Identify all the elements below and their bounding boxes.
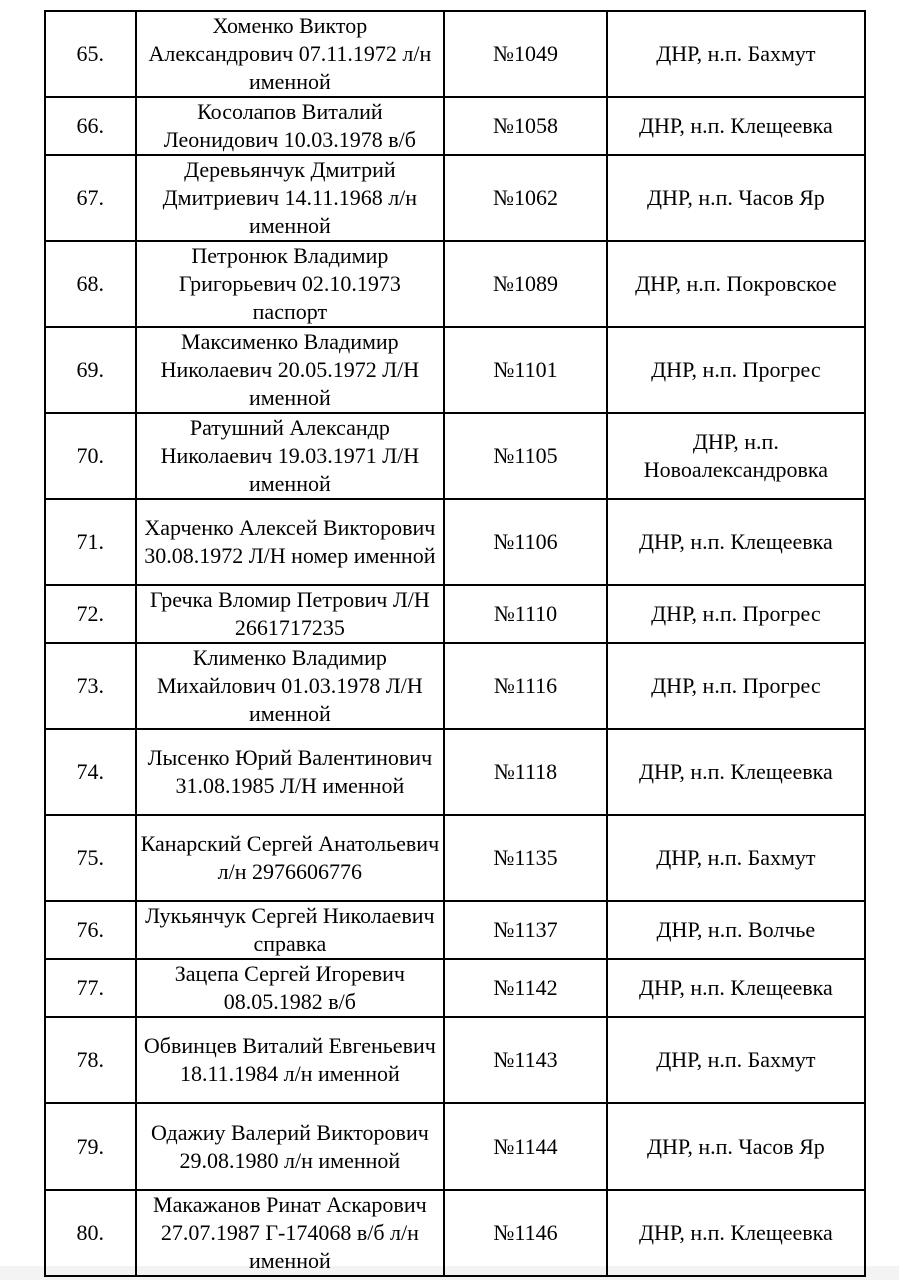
person-details: Максименко Владимир Николаевич 20.05.197… xyxy=(134,326,446,414)
row-number: 74. xyxy=(44,728,137,816)
table-row: 71. Харченко Алексей Викторович 30.08.197… xyxy=(44,498,867,586)
record-number: №1101 xyxy=(443,326,608,414)
table-row: 65. Хоменко Виктор Александрович 07.11.19… xyxy=(44,10,867,98)
table-row: 68. Петронюк Владимир Григорьевич 02.10.1… xyxy=(44,240,867,328)
person-details: Харченко Алексей Викторович 30.08.1972 Л… xyxy=(134,498,446,586)
row-number: 66. xyxy=(44,96,137,156)
row-number: 75. xyxy=(44,814,137,902)
person-details: Лысенко Юрий Валентинович 31.08.1985 Л/Н… xyxy=(134,728,446,816)
table-row: 69. Максименко Владимир Николаевич 20.05.… xyxy=(44,326,867,414)
record-number: №1110 xyxy=(443,584,608,644)
location: ДНР, н.п. Клещеевка xyxy=(605,498,867,586)
location: ДНР, н.п. Прогрес xyxy=(605,642,867,730)
location: ДНР, н.п. Клещеевка xyxy=(605,1189,867,1277)
person-details: Клименко Владимир Михайлович 01.03.1978 … xyxy=(134,642,446,730)
record-number: №1062 xyxy=(443,154,608,242)
location: ДНР, н.п. Часов Яр xyxy=(605,154,867,242)
table-row: 76. Лукьянчук Сергей Николаевич справка №1… xyxy=(44,900,867,960)
row-number: 70. xyxy=(44,412,137,500)
location: ДНР, н.п. Клещеевка xyxy=(605,728,867,816)
record-number: №1137 xyxy=(443,900,608,960)
table-row: 80. Макажанов Ринат Аскарович 27.07.1987 … xyxy=(44,1189,867,1277)
record-number: №1089 xyxy=(443,240,608,328)
person-details: Деревьянчук Дмитрий Дмитриевич 14.11.196… xyxy=(134,154,446,242)
table-row: 66. Косолапов Виталий Леонидович 10.03.19… xyxy=(44,96,867,156)
record-number: №1058 xyxy=(443,96,608,156)
person-details: Зацепа Сергей Игоревич 08.05.1982 в/б xyxy=(134,958,446,1018)
row-number: 78. xyxy=(44,1016,137,1104)
record-number: №1143 xyxy=(443,1016,608,1104)
table-row: 74. Лысенко Юрий Валентинович 31.08.1985 … xyxy=(44,728,867,816)
row-number: 71. xyxy=(44,498,137,586)
persons-table: 65. Хоменко Виктор Александрович 07.11.19… xyxy=(44,10,867,1277)
location: ДНР, н.п. Новоалександровка xyxy=(605,412,867,500)
table-row: 67. Деревьянчук Дмитрий Дмитриевич 14.11.… xyxy=(44,154,867,242)
person-details: Ратушний Александр Николаевич 19.03.1971… xyxy=(134,412,446,500)
record-number: №1142 xyxy=(443,958,608,1018)
table-row: 72. Гречка Вломир Петрович Л/Н 2661717235… xyxy=(44,584,867,644)
table-row: 78. Обвинцев Виталий Евгеньевич 18.11.198… xyxy=(44,1016,867,1104)
table-row: 73. Клименко Владимир Михайлович 01.03.19… xyxy=(44,642,867,730)
record-number: №1135 xyxy=(443,814,608,902)
location: ДНР, н.п. Часов Яр xyxy=(605,1102,867,1191)
row-number: 76. xyxy=(44,900,137,960)
record-number: №1105 xyxy=(443,412,608,500)
record-number: №1144 xyxy=(443,1102,608,1191)
record-number: №1118 xyxy=(443,728,608,816)
location: ДНР, н.п. Бахмут xyxy=(605,1016,867,1104)
row-number: 80. xyxy=(44,1189,137,1277)
row-number: 65. xyxy=(44,10,137,98)
person-details: Хоменко Виктор Александрович 07.11.1972 … xyxy=(134,10,446,98)
row-number: 79. xyxy=(44,1102,137,1191)
person-details: Обвинцев Виталий Евгеньевич 18.11.1984 л… xyxy=(134,1016,446,1104)
row-number: 73. xyxy=(44,642,137,730)
location: ДНР, н.п. Бахмут xyxy=(605,814,867,902)
row-number: 67. xyxy=(44,154,137,242)
location: ДНР, н.п. Клещеевка xyxy=(605,958,867,1018)
record-number: №1146 xyxy=(443,1189,608,1277)
table-row: 77. Зацепа Сергей Игоревич 08.05.1982 в/б… xyxy=(44,958,867,1018)
record-number: №1116 xyxy=(443,642,608,730)
table-row: 79. Одажиу Валерий Викторович 29.08.1980 … xyxy=(44,1102,867,1191)
row-number: 68. xyxy=(44,240,137,328)
person-details: Макажанов Ринат Аскарович 27.07.1987 Г-1… xyxy=(134,1189,446,1277)
person-details: Петронюк Владимир Григорьевич 02.10.1973… xyxy=(134,240,446,328)
location: ДНР, н.п. Покровское xyxy=(605,240,867,328)
row-number: 77. xyxy=(44,958,137,1018)
location: ДНР, н.п. Волчье xyxy=(605,900,867,960)
person-details: Канарский Сергей Анатольевич л/н 2976606… xyxy=(134,814,446,902)
row-number: 72. xyxy=(44,584,137,644)
row-number: 69. xyxy=(44,326,137,414)
person-details: Одажиу Валерий Викторович 29.08.1980 л/н… xyxy=(134,1102,446,1191)
location: ДНР, н.п. Прогрес xyxy=(605,584,867,644)
person-details: Лукьянчук Сергей Николаевич справка xyxy=(134,900,446,960)
table-row: 70. Ратушний Александр Николаевич 19.03.1… xyxy=(44,412,867,500)
location: ДНР, н.п. Клещеевка xyxy=(605,96,867,156)
table-row: 75. Канарский Сергей Анатольевич л/н 2976… xyxy=(44,814,867,902)
person-details: Косолапов Виталий Леонидович 10.03.1978 … xyxy=(134,96,446,156)
location: ДНР, н.п. Бахмут xyxy=(605,10,867,98)
person-details: Гречка Вломир Петрович Л/Н 2661717235 xyxy=(134,584,446,644)
record-number: №1106 xyxy=(443,498,608,586)
record-number: №1049 xyxy=(443,10,608,98)
location: ДНР, н.п. Прогрес xyxy=(605,326,867,414)
